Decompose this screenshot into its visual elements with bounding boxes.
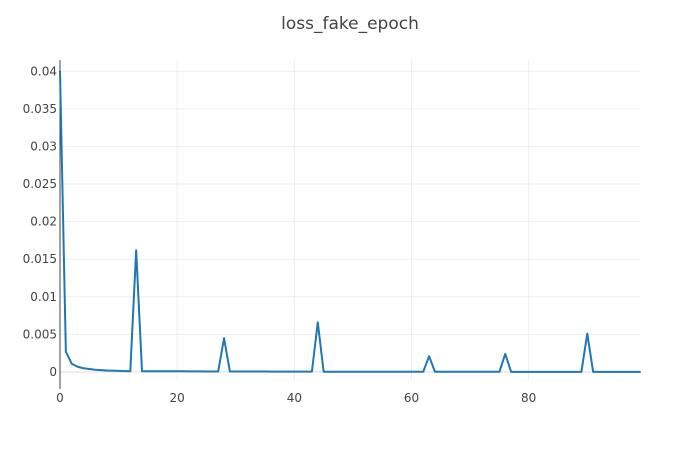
y-tick-label: 0.03 [30, 139, 57, 153]
y-tick-label: 0.035 [23, 102, 57, 116]
y-tick-label: 0.04 [30, 64, 57, 78]
y-tick-label: 0.005 [23, 327, 57, 341]
y-tick-label: 0.025 [23, 177, 57, 191]
series-layer [59, 70, 641, 373]
tick-labels: 0 0.005 0.01 0.015 0.02 0.025 0.03 0.035 0.04 0 20… [23, 64, 537, 405]
x-tick-label: 40 [287, 391, 302, 405]
y-tick-label: 0.01 [30, 290, 57, 304]
grid [60, 60, 640, 381]
chart-title: loss_fake_epoch [281, 14, 419, 34]
x-tick-label: 60 [404, 391, 419, 405]
x-tick-label: 80 [521, 391, 536, 405]
y-tick-label: 0 [49, 365, 57, 379]
y-tick-label: 0.02 [30, 215, 57, 229]
y-tick-label: 0.015 [23, 252, 57, 266]
x-tick-label: 0 [56, 391, 64, 405]
x-tick-label: 20 [170, 391, 185, 405]
series-line [59, 70, 641, 373]
